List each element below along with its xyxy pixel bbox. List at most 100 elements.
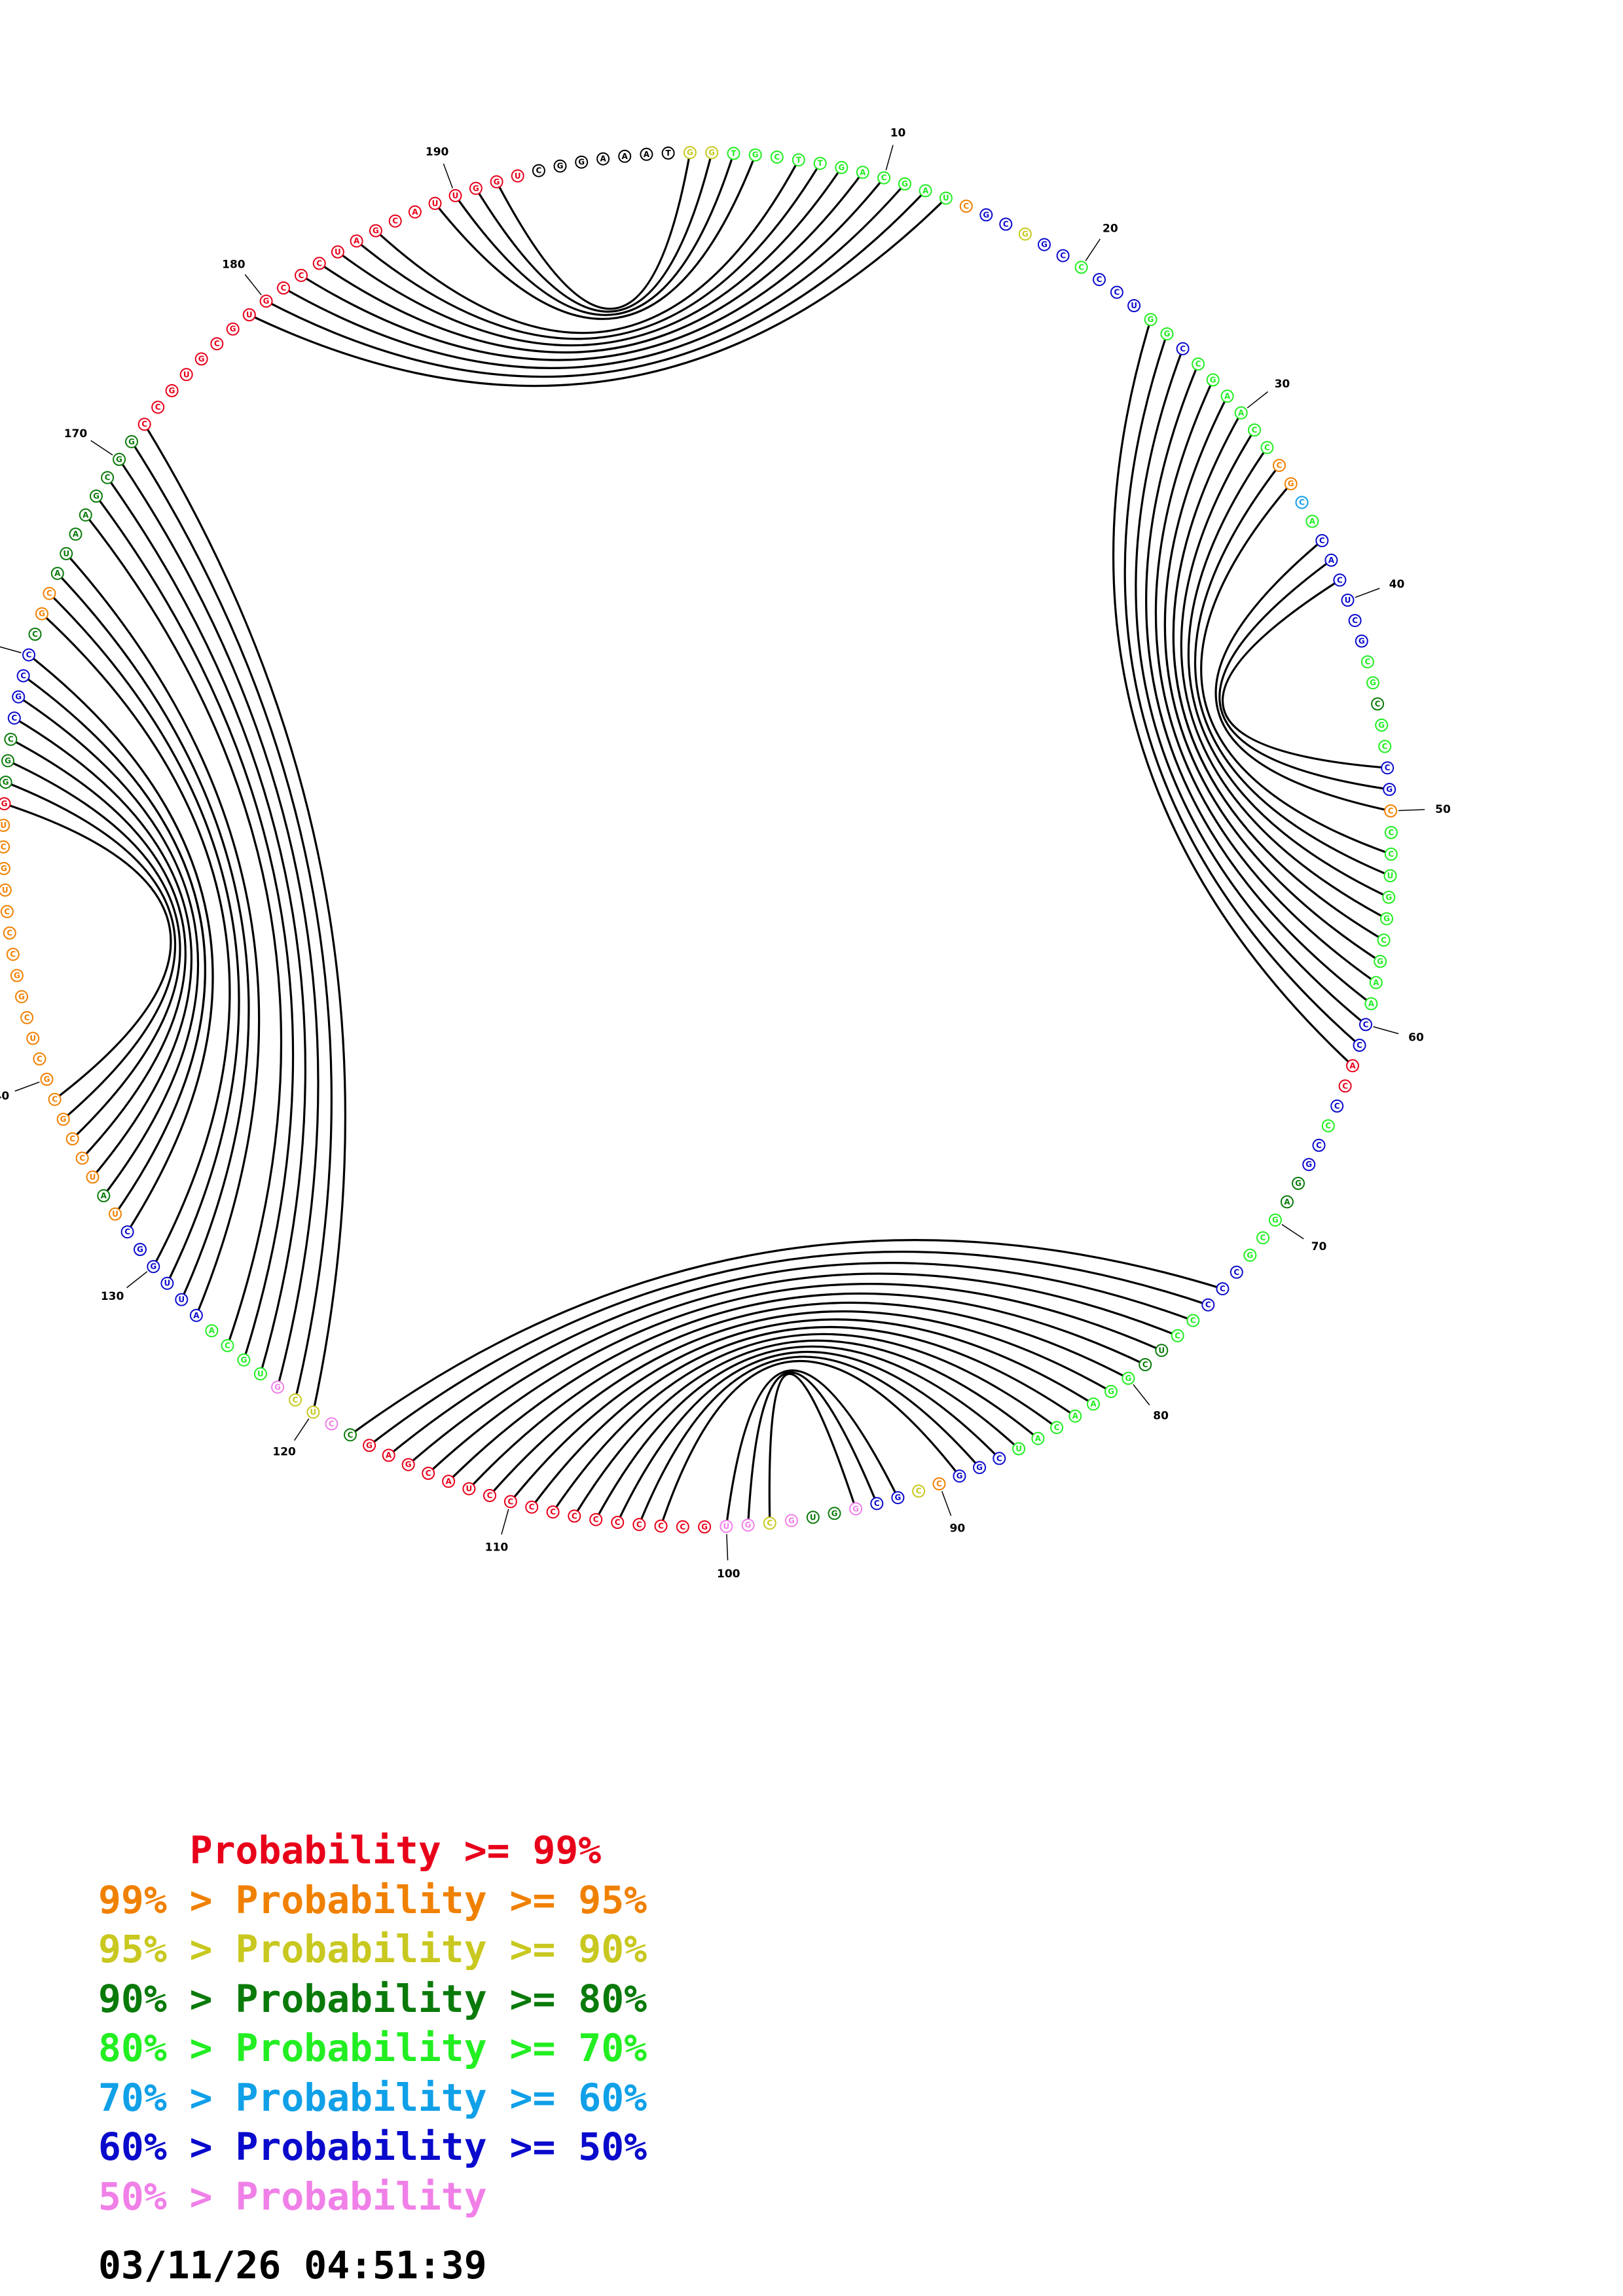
nucleotide-letter: A bbox=[1238, 408, 1245, 418]
nucleotide-letter: A bbox=[1368, 999, 1375, 1009]
nucleotide-circle bbox=[26, 1031, 40, 1045]
nucleotide: U bbox=[1155, 1344, 1169, 1357]
nucleotide-circle bbox=[86, 1170, 100, 1184]
position-tick-line bbox=[0, 646, 22, 654]
nucleotide-circle bbox=[1104, 1385, 1118, 1398]
nucleotide: G bbox=[363, 1439, 376, 1452]
nucleotide-letter: G bbox=[983, 210, 989, 219]
nucleotide: A bbox=[1346, 1059, 1359, 1073]
nucleotide: C bbox=[1384, 848, 1398, 861]
nucleotide-letter: G bbox=[1305, 1160, 1312, 1169]
nucleotide: C bbox=[676, 1520, 689, 1534]
nucleotide-circle bbox=[856, 166, 869, 179]
nucleotide-circle bbox=[1295, 495, 1309, 509]
nucleotide: G bbox=[469, 181, 483, 195]
nucleotide: C bbox=[589, 1513, 603, 1526]
nucleotide-circle bbox=[1050, 1421, 1064, 1435]
nucleotide-circle bbox=[1382, 890, 1396, 904]
nucleotide-circle bbox=[75, 1151, 89, 1165]
nucleotide-circle bbox=[382, 1448, 395, 1462]
nucleotide: C bbox=[1384, 804, 1398, 817]
position-tick-line bbox=[90, 440, 113, 456]
nucleotide-circle bbox=[205, 1324, 219, 1338]
base-pair-arc bbox=[434, 154, 757, 320]
nucleotide-letter: G bbox=[3, 778, 9, 787]
nucleotide-circle bbox=[1312, 1138, 1326, 1152]
nucleotide-circle bbox=[22, 648, 35, 662]
nucleotide-circle bbox=[1369, 976, 1383, 990]
nucleotide-circle bbox=[1018, 227, 1032, 241]
nucleotide-circle bbox=[160, 1276, 174, 1290]
nucleotide-circle bbox=[741, 1518, 755, 1532]
nucleotide: C bbox=[1321, 1119, 1335, 1133]
nucleotide-letter: T bbox=[818, 159, 824, 168]
nucleotide-letter: G bbox=[1041, 240, 1048, 249]
nucleotide: G bbox=[226, 322, 240, 336]
base-pair-arc bbox=[374, 159, 800, 334]
base-pair-arc bbox=[130, 440, 333, 1401]
position-label: 90 bbox=[950, 1522, 966, 1535]
nucleotide: C bbox=[1338, 1079, 1352, 1093]
nucleotide: C bbox=[770, 151, 784, 164]
nucleotide: U bbox=[160, 1276, 174, 1290]
nucleotide: A bbox=[1305, 514, 1319, 528]
base-pair-arc bbox=[249, 197, 947, 387]
nucleotide-circle bbox=[953, 1469, 966, 1483]
nucleotide-letter: C bbox=[1385, 763, 1391, 772]
nucleotide-letter: G bbox=[5, 756, 11, 765]
nucleotide: C bbox=[16, 669, 30, 683]
nucleotide-circle bbox=[1375, 718, 1389, 732]
nucleotide-circle bbox=[109, 1207, 122, 1221]
nucleotide-circle bbox=[632, 1518, 646, 1532]
nucleotide-circle bbox=[1384, 848, 1398, 861]
position-tick-line bbox=[14, 1081, 40, 1092]
nucleotide-letter: C bbox=[281, 283, 287, 293]
nucleotide-circle bbox=[277, 281, 290, 295]
nucleotide: C bbox=[1260, 440, 1274, 454]
nucleotide-circle bbox=[0, 797, 11, 810]
nucleotide: A bbox=[350, 234, 363, 248]
position-label: 40 bbox=[1389, 578, 1405, 591]
position-label: 50 bbox=[1435, 803, 1451, 816]
nucleotide: C bbox=[1192, 357, 1205, 371]
nucleotide-circle bbox=[1346, 1059, 1359, 1073]
nucleotide: G bbox=[1302, 1158, 1316, 1172]
nucleotide-circle bbox=[483, 1489, 496, 1502]
nucleotide-circle bbox=[898, 177, 911, 190]
nucleotide: G bbox=[849, 1502, 863, 1516]
nucleotide: C bbox=[912, 1484, 926, 1498]
nucleotide-letter: C bbox=[767, 1518, 773, 1528]
base-pair-arc bbox=[1200, 483, 1392, 855]
nucleotide: G bbox=[1284, 477, 1298, 491]
nucleotide-circle bbox=[1068, 1409, 1082, 1423]
nucleotide-letter: C bbox=[1260, 1233, 1266, 1242]
position-tick-line bbox=[443, 163, 454, 188]
nucleotide: G bbox=[0, 776, 12, 789]
nucleotide: T bbox=[727, 147, 740, 160]
nucleotide-letter: C bbox=[1097, 275, 1103, 284]
nucleotide-letter: C bbox=[52, 1095, 58, 1104]
nucleotide-circle bbox=[705, 146, 719, 160]
base-pair-arc bbox=[283, 183, 906, 369]
nucleotide-circle bbox=[1355, 634, 1368, 648]
nucleotide: C bbox=[932, 1477, 946, 1491]
position-label: 170 bbox=[64, 427, 88, 440]
nucleotide-circle bbox=[1333, 573, 1347, 587]
nucleotide-letter: C bbox=[1337, 575, 1343, 584]
nucleotide-letter: A bbox=[600, 154, 606, 164]
nucleotide: C bbox=[1371, 697, 1385, 711]
nucleotide: C bbox=[388, 214, 402, 228]
nucleotide-circle bbox=[870, 1497, 884, 1511]
nucleotide-letter: G bbox=[976, 1463, 983, 1472]
nucleotide-circle bbox=[618, 149, 632, 163]
position-label: 20 bbox=[1103, 222, 1118, 235]
nucleotide: G bbox=[973, 1461, 987, 1475]
nucleotide-circle bbox=[611, 1516, 625, 1529]
nucleotide-letter: C bbox=[155, 403, 161, 412]
nucleotide-letter: C bbox=[1352, 616, 1358, 625]
nucleotide-letter: G bbox=[128, 437, 135, 446]
nucleotide-circle bbox=[194, 352, 208, 366]
nucleotide-circle bbox=[401, 1458, 415, 1471]
nucleotide-circle bbox=[727, 147, 740, 160]
nucleotide: G bbox=[553, 159, 567, 173]
